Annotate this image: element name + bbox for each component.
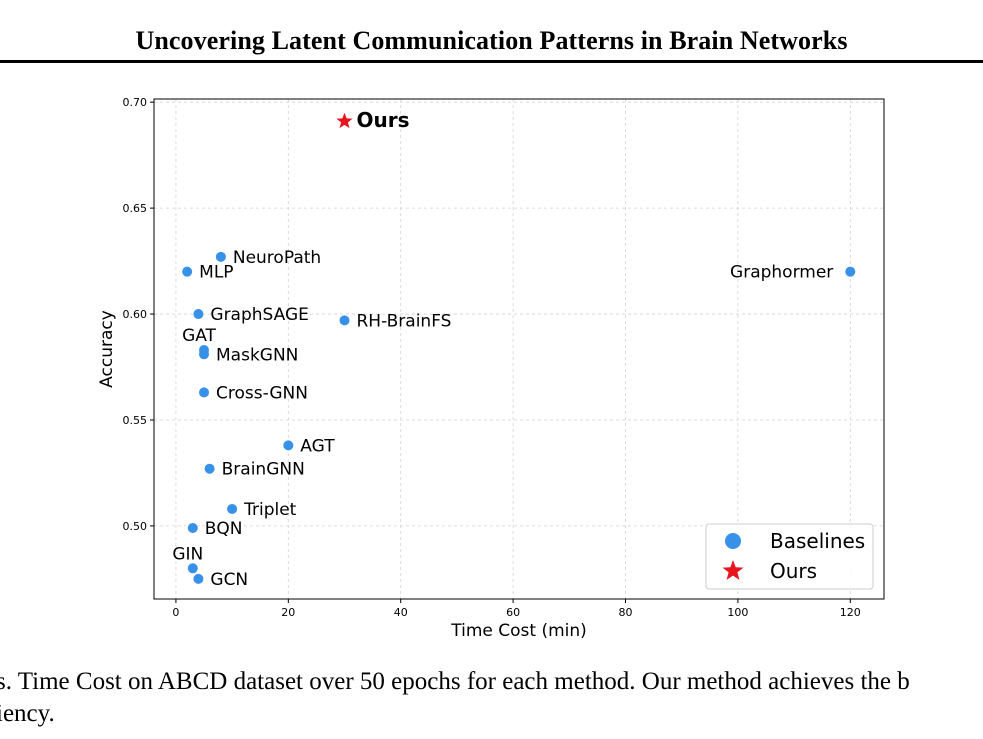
point-mlp: [182, 266, 193, 277]
point-graphsage: [193, 309, 204, 320]
x-tick-label: 100: [727, 606, 748, 619]
point-label-triplet: Triplet: [243, 500, 297, 520]
data-points: [182, 112, 856, 584]
point-gcn: [193, 573, 204, 584]
x-tick-label: 60: [506, 606, 520, 619]
point-label-agt: AGT: [300, 436, 335, 456]
point-label-graphsage: GraphSAGE: [210, 305, 309, 325]
point-gin: [187, 563, 198, 574]
point-label-ours: Ours: [357, 108, 410, 132]
point-label-gat: GAT: [182, 326, 216, 346]
point-label-maskgnn: MaskGNN: [216, 345, 298, 365]
x-tick-label: 40: [394, 606, 408, 619]
point-label-graphormer: Graphormer: [730, 263, 833, 283]
point-ours: [336, 112, 353, 129]
point-maskgnn: [199, 349, 210, 360]
y-tick-label: 0.60: [123, 308, 148, 321]
point-graphormer: [845, 266, 856, 277]
x-axis-label: Time Cost (min): [450, 621, 587, 641]
point-label-rh-brainfs: RH-BrainFS: [357, 311, 452, 331]
page-title: Uncovering Latent Communication Patterns…: [135, 26, 848, 55]
point-label-gin: GIN: [172, 544, 203, 564]
y-tick-label: 0.55: [123, 414, 148, 427]
point-cross-gnn: [199, 387, 210, 398]
legend: Baselines Ours: [705, 523, 874, 590]
point-agt: [283, 440, 294, 451]
y-tick-label: 0.65: [123, 202, 148, 215]
axis-ticks: 0 20 40 60 80 100 120 0.50 0.55 0.60 0.65 0.70: [123, 96, 861, 619]
point-bqn: [187, 523, 198, 534]
legend-marker-baselines: [725, 533, 741, 549]
legend-label-ours: Ours: [770, 559, 817, 583]
scatter-chart: 0 20 40 60 80 100 120 0.50 0.55 0.60 0.65 0.70 Neur…: [97, 96, 885, 641]
point-label-mlp: MLP: [199, 263, 233, 283]
plot-frame: [153, 98, 885, 600]
figure-caption-line-2: iency.: [0, 700, 55, 727]
point-label-gcn: GCN: [210, 570, 248, 590]
legend-marker-ours: [722, 560, 744, 580]
y-tick-label: 0.50: [123, 520, 148, 533]
x-tick-label: 120: [840, 606, 861, 619]
point-label-neuropath: NeuroPath: [233, 248, 321, 268]
figure-caption-line-1: s. Time Cost on ABCD dataset over 50 epo…: [0, 668, 910, 695]
point-triplet: [227, 503, 238, 514]
point-label-bqn: BQN: [205, 519, 243, 539]
legend-label-baselines: Baselines: [770, 529, 865, 553]
point-label-cross-gnn: Cross-GNN: [216, 383, 308, 403]
x-tick-label: 20: [281, 606, 295, 619]
point-label-braingnn: BrainGNN: [222, 460, 305, 480]
point-rh-brainfs: [339, 315, 350, 326]
point-neuropath: [215, 251, 226, 262]
point-braingnn: [204, 463, 215, 474]
legend-box: [705, 523, 874, 590]
x-tick-label: 80: [618, 606, 632, 619]
x-tick-label: 0: [172, 606, 179, 619]
header-rule: [0, 60, 983, 63]
y-axis-label: Accuracy: [97, 310, 117, 388]
y-tick-label: 0.70: [123, 96, 148, 109]
